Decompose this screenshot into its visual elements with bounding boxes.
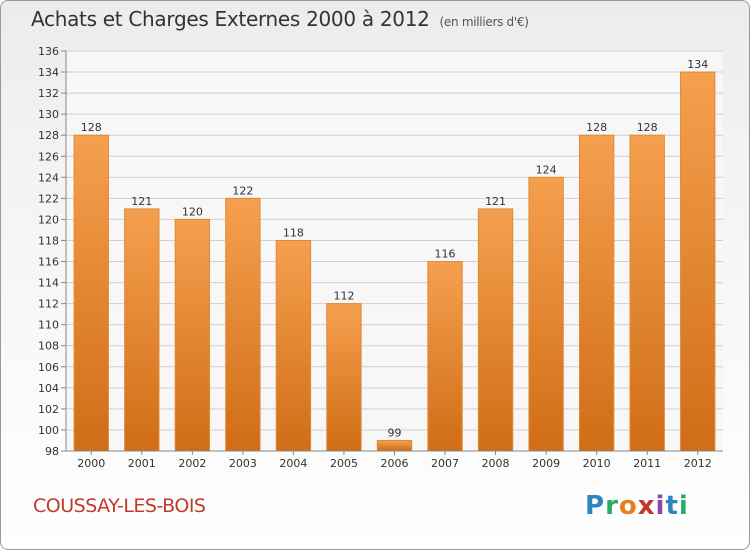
data-label-2011: 128 <box>637 121 658 134</box>
bar-2007 <box>427 261 463 452</box>
logo-letter: t <box>665 491 679 521</box>
y-tick-label: 132 <box>38 87 59 100</box>
data-label-2004: 118 <box>283 226 304 239</box>
x-tick-label: 2001 <box>128 457 156 470</box>
bar-2010 <box>578 134 615 452</box>
data-label-2008: 121 <box>485 195 506 208</box>
data-label-2001: 121 <box>131 195 152 208</box>
y-tick-label: 130 <box>38 108 59 121</box>
data-label-2010: 128 <box>586 121 607 134</box>
x-tick-label: 2000 <box>77 457 105 470</box>
logo-letter: i <box>655 491 666 521</box>
bar-2012 <box>680 71 716 452</box>
bar-2008 <box>477 208 514 452</box>
y-tick-label: 110 <box>38 319 59 332</box>
y-tick-label: 112 <box>38 298 59 311</box>
x-tick-label: 2002 <box>178 457 206 470</box>
y-tick-label: 98 <box>45 445 59 458</box>
bar-layer <box>73 71 716 452</box>
x-tick-label: 2012 <box>684 457 712 470</box>
bar-2003 <box>225 197 261 452</box>
x-tick-label: 2004 <box>279 457 307 470</box>
x-tick-label: 2006 <box>381 457 409 470</box>
bar-2009 <box>528 176 564 452</box>
bar-2002 <box>174 218 211 452</box>
bar-2004 <box>275 239 312 452</box>
label-layer: 128 121 120 122 118 112 99 116 121 124 128 128 134 <box>81 58 708 439</box>
chart-title-text: Achats et Charges Externes 2000 à 2012 <box>31 7 430 31</box>
bar-2000 <box>73 134 109 452</box>
commune-name: COUSSAY-LES-BOIS <box>33 495 206 517</box>
bar-2001 <box>124 208 160 452</box>
x-tick-label: 2007 <box>431 457 459 470</box>
x-tick-label: 2009 <box>532 457 560 470</box>
y-tick-label: 104 <box>38 382 59 395</box>
data-label-2000: 128 <box>81 121 102 134</box>
data-label-2012: 134 <box>687 58 708 71</box>
data-label-2002: 120 <box>182 205 203 218</box>
data-label-2007: 116 <box>435 248 456 261</box>
y-tick-label: 120 <box>38 213 59 226</box>
y-tick-label: 100 <box>38 424 59 437</box>
axis-layer: 9810010210410610811011211411611812012212… <box>38 45 723 470</box>
x-tick-label: 2010 <box>583 457 611 470</box>
y-tick-label: 134 <box>38 66 59 79</box>
y-tick-label: 106 <box>38 361 59 374</box>
data-label-2003: 122 <box>232 184 253 197</box>
y-tick-label: 116 <box>38 256 59 269</box>
y-tick-label: 124 <box>38 171 59 184</box>
chart-unit: (en milliers d'€) <box>439 15 529 29</box>
bar-2005 <box>326 303 362 452</box>
data-label-2005: 112 <box>333 290 354 303</box>
logo-letter: x <box>637 491 656 521</box>
grid-layer <box>66 50 723 452</box>
x-tick-label: 2003 <box>229 457 257 470</box>
proxiti-logo: Proxiti <box>585 491 689 521</box>
y-tick-label: 128 <box>38 129 59 142</box>
y-tick-label: 118 <box>38 234 59 247</box>
plot-background <box>66 51 723 451</box>
y-tick-label: 136 <box>38 45 59 58</box>
bar-2006 <box>376 439 413 452</box>
chart-title: Achats et Charges Externes 2000 à 2012 (e… <box>31 7 529 31</box>
data-label-2009: 124 <box>536 163 557 176</box>
y-tick-label: 122 <box>38 192 59 205</box>
x-tick-label: 2008 <box>482 457 510 470</box>
y-tick-label: 102 <box>38 403 59 416</box>
y-tick-label: 108 <box>38 340 59 353</box>
logo-letter: r <box>605 491 619 521</box>
x-tick-label: 2005 <box>330 457 358 470</box>
x-tick-label: 2011 <box>633 457 661 470</box>
bar-2011 <box>629 134 665 452</box>
logo-letter: i <box>678 491 689 521</box>
y-tick-label: 114 <box>38 277 59 290</box>
y-tick-label: 126 <box>38 150 59 163</box>
logo-letter: P <box>585 491 606 521</box>
data-label-2006: 99 <box>388 426 402 439</box>
logo-letter: o <box>618 491 638 521</box>
